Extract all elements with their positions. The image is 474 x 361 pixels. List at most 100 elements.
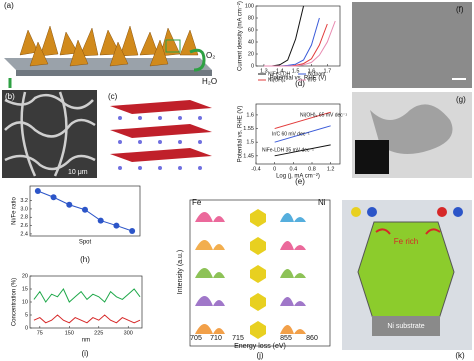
- panel-label: (a): [4, 1, 14, 10]
- x-tick-label: 150: [65, 330, 74, 336]
- ni-label: Ni: [318, 198, 326, 207]
- data-line: [274, 144, 331, 157]
- plot-frame: [255, 5, 341, 67]
- data-line: [263, 20, 336, 67]
- x-axis-label: Energy loss (eV): [234, 343, 286, 350]
- x-tick-label: 0.8: [308, 166, 316, 172]
- y-tick-label: 3.0: [20, 206, 28, 212]
- y-tick-label: 3.2: [20, 198, 28, 204]
- data-line: [33, 314, 141, 324]
- legend-label: Ni(OH)₂: [268, 77, 286, 83]
- y-tick-label: 2.8: [20, 215, 28, 221]
- fe-label: Fe: [192, 198, 202, 207]
- x-tick-label: 300: [124, 330, 133, 336]
- x-tick-label: 1.7: [323, 68, 331, 74]
- o2-label: O₂: [206, 51, 215, 60]
- data-line: [263, 5, 305, 67]
- panel-label: (j): [256, 351, 263, 360]
- x-tick-label: 1.2: [327, 166, 335, 172]
- y-tick-label: 40: [248, 39, 254, 45]
- panel-label: (b): [5, 92, 15, 101]
- data-point: [66, 201, 73, 208]
- panel-label: (i): [81, 349, 88, 358]
- y-tick-label: 2.4: [20, 231, 28, 237]
- plot-frame: [255, 103, 341, 165]
- panel-j: [189, 199, 331, 347]
- data-line: [274, 111, 331, 130]
- legend-label: NiFe-LDH: [268, 71, 291, 77]
- x-tick-label: -0.4: [251, 166, 260, 172]
- saed-inset: [355, 140, 389, 174]
- panel-label: (d): [295, 79, 305, 88]
- ldh-layers: [110, 100, 212, 170]
- y-tick-label: 80: [248, 15, 254, 21]
- y-axis-label: Intensity (a.u.): [177, 250, 184, 294]
- y-tick-label: 100: [245, 3, 254, 9]
- plot-frame: [29, 275, 143, 329]
- x-tick-label: 75: [37, 330, 43, 336]
- legend-label: Ni foam: [308, 71, 325, 77]
- x-tick-label: 715: [232, 335, 244, 342]
- x-tick-label: 0.4: [290, 166, 298, 172]
- y-tick-label: 20: [248, 51, 254, 57]
- substrate-label: Ni substrate: [387, 323, 424, 330]
- annotation: Ni(OH)₂ 65 mV dec⁻¹: [300, 112, 347, 118]
- y-tick-label: 15: [22, 286, 28, 292]
- data-line: [274, 125, 331, 143]
- sem-image: [352, 2, 472, 88]
- h2o-label: H₂O: [202, 77, 217, 86]
- x-tick-label: 1.5: [292, 68, 300, 74]
- legend-label: Ir/C: [308, 77, 316, 83]
- y-tick-label: 20: [22, 273, 28, 279]
- scale-bar: [452, 78, 466, 80]
- data-point: [129, 228, 136, 234]
- data-point: [82, 206, 88, 213]
- x-axis-label: nm: [82, 338, 90, 344]
- y-axis-label: Ni/Fe ratio: [12, 197, 18, 225]
- fe-rich-label: Fe rich: [394, 237, 418, 246]
- panel-label: (f): [456, 5, 464, 14]
- data-point: [97, 217, 104, 224]
- y-tick-label: 10: [22, 299, 28, 305]
- panel-label: (g): [456, 95, 466, 104]
- y-tick-label: 1.5: [246, 140, 254, 146]
- x-axis-label: Log (j, mA cm⁻²): [276, 174, 320, 180]
- panel-label: (k): [455, 351, 465, 360]
- data-line: [263, 23, 328, 67]
- x-tick-label: 860: [306, 335, 318, 342]
- x-tick-label: 1.4: [276, 68, 284, 74]
- plot-frame: [29, 185, 141, 237]
- data-line: [33, 288, 141, 303]
- flake: [370, 104, 453, 154]
- y-tick-label: 1.55: [243, 126, 254, 132]
- y-tick-label: 5: [25, 312, 28, 318]
- scale-label: 10 μm: [68, 169, 88, 176]
- y-tick-label: 0: [251, 63, 254, 69]
- y-axis-label: Potential vs. RHE (V): [238, 106, 244, 163]
- x-tick-label: 1.6: [308, 68, 316, 74]
- y-axis-label: Current density (mA cm⁻²): [238, 1, 244, 71]
- y-tick-label: 1.6: [246, 112, 254, 118]
- x-tick-label: 225: [94, 330, 103, 336]
- y-tick-label: 60: [248, 27, 254, 33]
- x-tick-label: 855: [280, 335, 292, 342]
- x-tick-label: 710: [210, 335, 222, 342]
- data-point: [113, 222, 120, 229]
- y-tick-label: 1.45: [243, 153, 254, 159]
- panel-a: [4, 25, 212, 88]
- y-tick-label: 0: [25, 325, 28, 331]
- panel-label: (h): [80, 255, 90, 264]
- data-point: [50, 194, 57, 201]
- annotation: Ir/C 60 mV dec⁻¹: [272, 131, 310, 137]
- panel-k: [342, 200, 472, 350]
- x-tick-label: 1.3: [260, 68, 268, 74]
- annotation: NiFe-LDH 35 mV dec⁻¹: [262, 147, 314, 153]
- panel-label: (c): [108, 92, 118, 101]
- foam-texture: [4, 91, 96, 177]
- panel-label: (e): [295, 177, 305, 186]
- y-tick-label: 2.6: [20, 223, 28, 229]
- x-axis-label: Spot: [79, 240, 92, 246]
- x-tick-label: 705: [190, 335, 202, 342]
- y-axis-label: Concentration (%): [12, 278, 18, 326]
